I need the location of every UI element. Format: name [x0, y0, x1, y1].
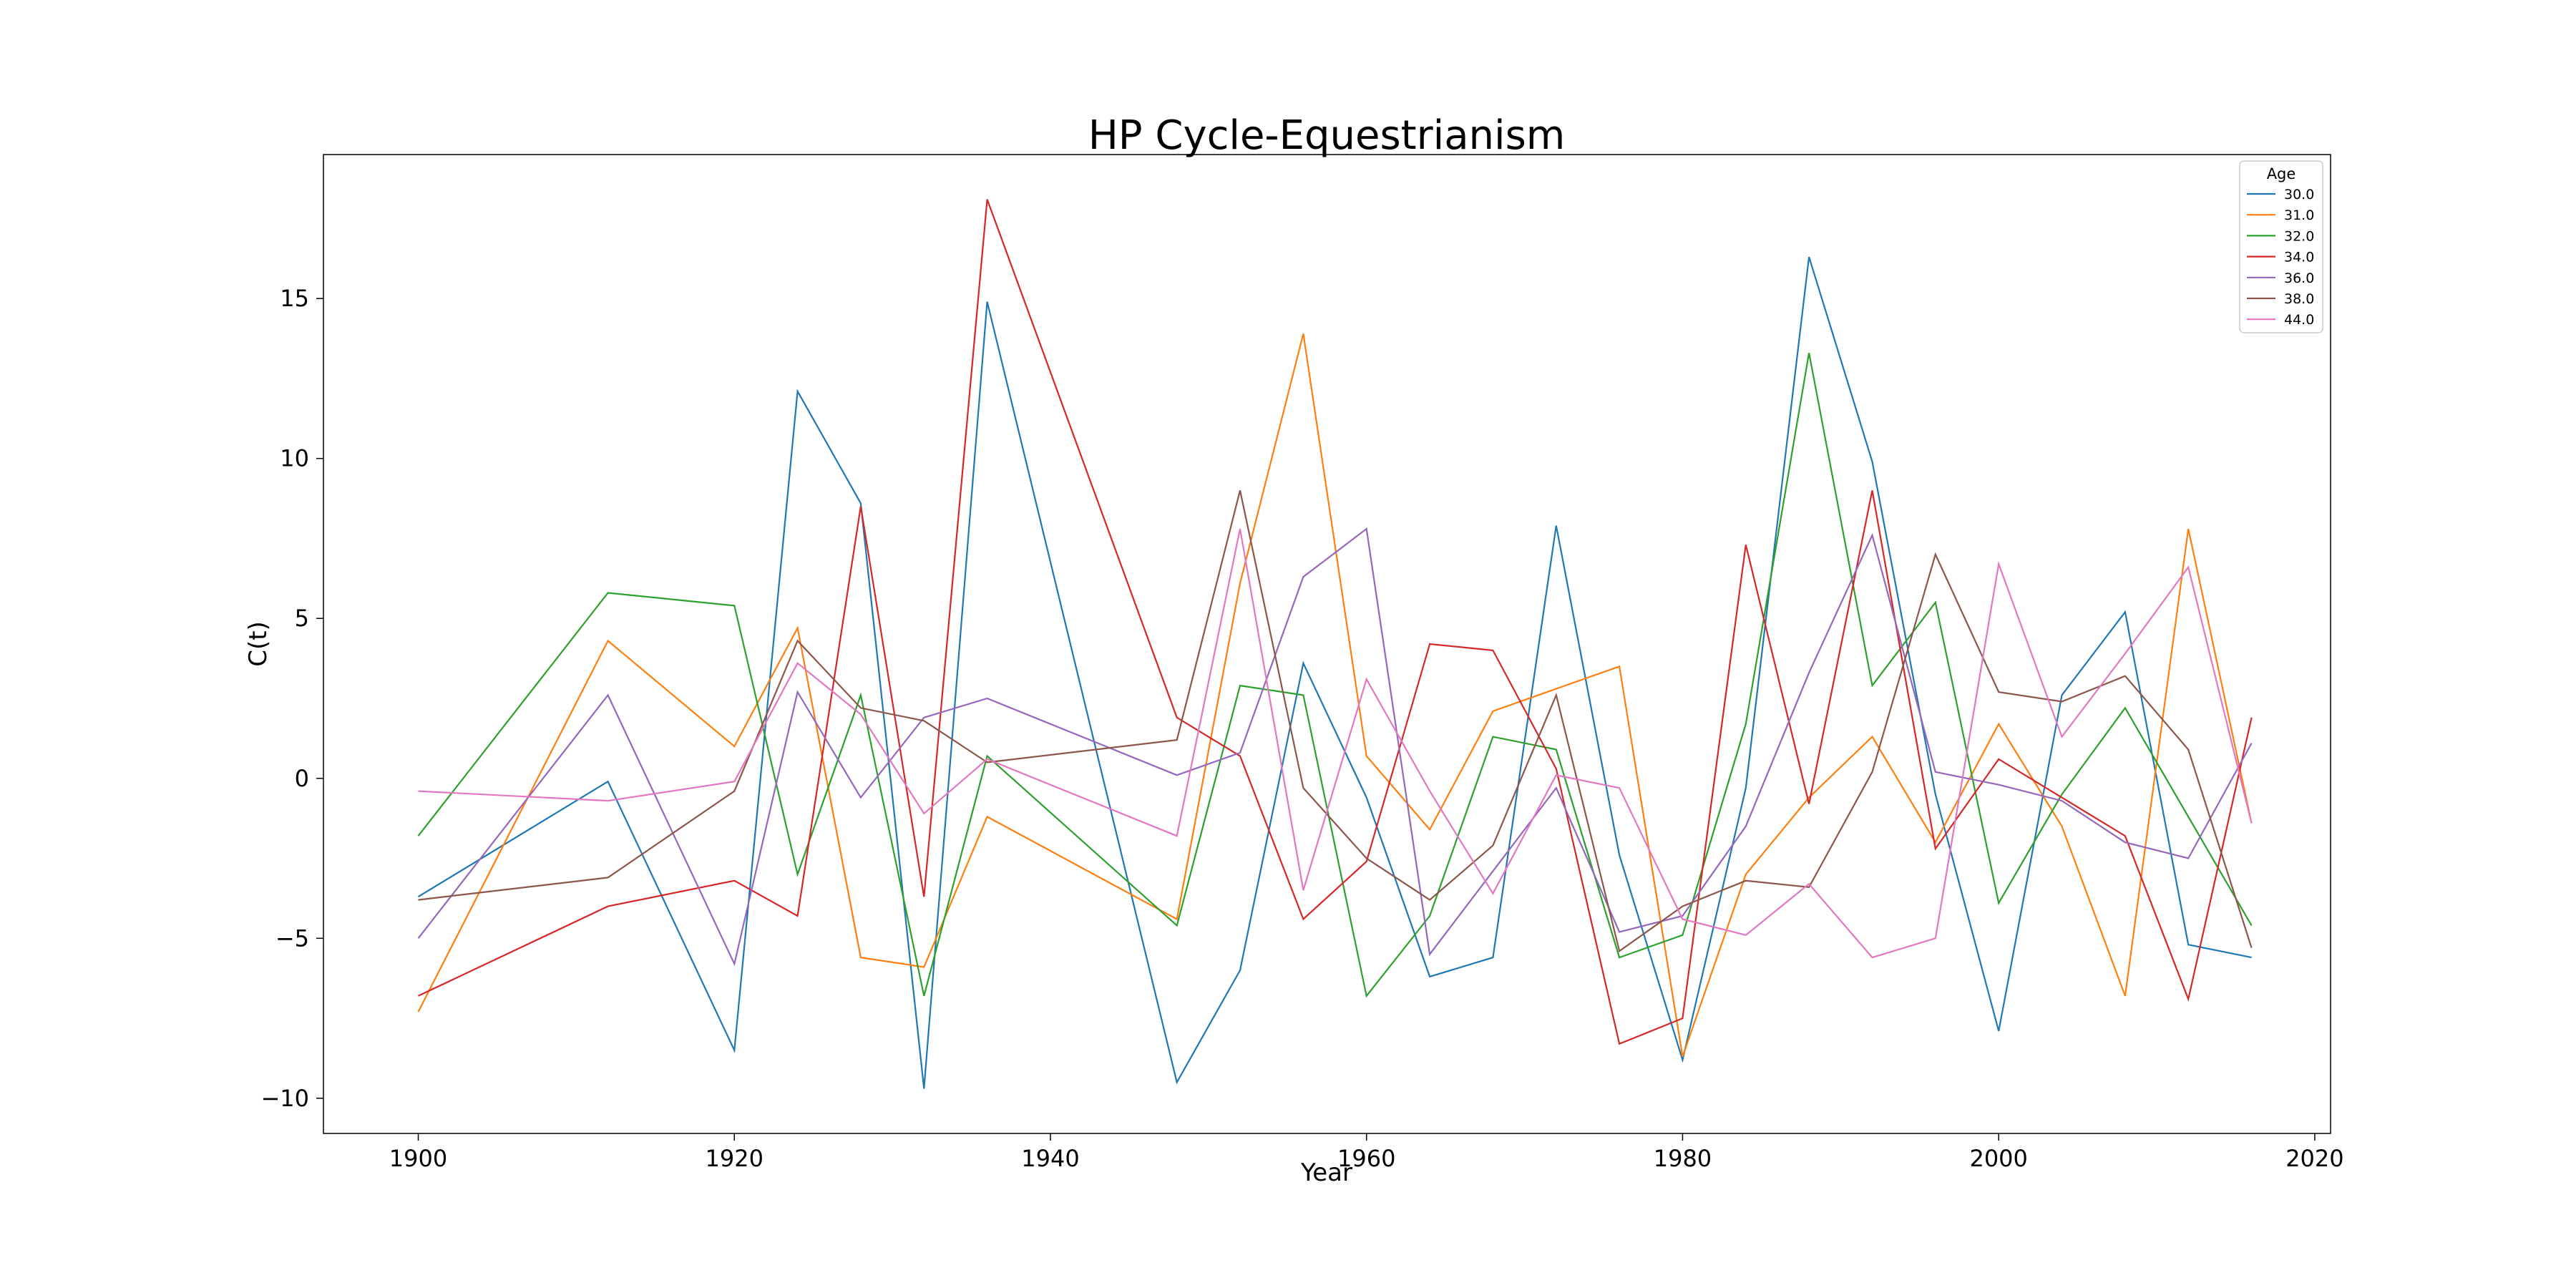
series-line-30.0: [417, 256, 2252, 1089]
y-tick-label: 15: [280, 285, 309, 312]
x-tick-label: 1980: [1654, 1145, 1712, 1172]
legend-title: Age: [2267, 165, 2296, 182]
x-tick-label: 1960: [1337, 1145, 1395, 1172]
x-tick-label: 2000: [1969, 1145, 2027, 1172]
x-axis-label: Year: [1300, 1158, 1352, 1187]
legend-label-30.0: 30.0: [2284, 187, 2314, 203]
series-line-31.0: [417, 333, 2253, 1058]
series-line-32.0: [417, 352, 2253, 998]
legend-label-31.0: 31.0: [2284, 208, 2314, 223]
y-tick-label: −10: [260, 1085, 309, 1112]
series-layer: [417, 199, 2253, 1089]
series-line-34.0: [418, 199, 2253, 1045]
plot-area: [323, 154, 2331, 1134]
series-line-38.0: [418, 490, 2253, 953]
legend-items: 30.0 31.0 32.0 34.0 36.0 38.0 44.0: [2247, 187, 2314, 328]
x-axis: 1900 1920 1940 1960 1980 2000 2020: [389, 1133, 2344, 1172]
legend: Age 30.0 31.0 32.0 34.0 36.0 38.0 44.0: [2239, 160, 2323, 333]
chart-title: HP Cycle-Equestrianism: [1088, 112, 1566, 159]
x-tick-label: 1900: [389, 1145, 447, 1172]
series-line-36.0: [417, 527, 2253, 967]
y-tick-label: 10: [280, 445, 309, 472]
y-axis-label: C(t): [244, 621, 273, 667]
legend-label-38.0: 38.0: [2284, 291, 2314, 307]
y-axis: −10 −5 0 5 10 15: [260, 285, 323, 1112]
legend-label-32.0: 32.0: [2284, 228, 2314, 244]
legend-box: [2239, 160, 2323, 333]
legend-label-34.0: 34.0: [2284, 250, 2314, 265]
x-tick-label: 1940: [1021, 1145, 1079, 1172]
y-tick-label: 5: [295, 605, 309, 632]
legend-label-36.0: 36.0: [2284, 270, 2314, 286]
legend-label-44.0: 44.0: [2284, 312, 2314, 328]
series-line-44.0: [418, 528, 2253, 959]
y-tick-label: −5: [275, 924, 309, 952]
x-tick-label: 1920: [706, 1145, 763, 1172]
y-tick-label: 0: [295, 765, 309, 792]
x-tick-label: 2020: [2285, 1145, 2343, 1172]
